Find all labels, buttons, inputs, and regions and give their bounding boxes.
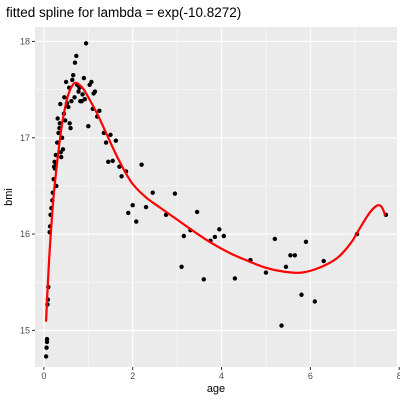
data-point (217, 227, 222, 232)
data-point (263, 270, 269, 275)
data-point (194, 209, 200, 215)
data-point (55, 116, 60, 121)
data-point (113, 138, 119, 143)
data-point (62, 95, 67, 100)
y-axis: 15 16 17 18 (20, 36, 35, 335)
data-point (221, 233, 226, 239)
data-point (103, 140, 109, 145)
data-point (150, 190, 155, 195)
data-point (134, 219, 139, 224)
data-point (43, 354, 49, 359)
y-tick-label: 15 (20, 325, 30, 335)
fitted-spline-line (45, 81, 387, 322)
data-point (69, 98, 74, 104)
data-point (74, 53, 79, 59)
data-point (130, 202, 135, 208)
y-axis-title: bmi (3, 188, 15, 206)
x-tick-label: 2 (130, 371, 135, 381)
data-point (63, 79, 69, 85)
x-tick-label: 0 (41, 371, 46, 381)
x-axis: 0 2 4 6 8 (41, 367, 400, 381)
data-point (181, 233, 186, 239)
data-point (312, 299, 318, 304)
data-point (59, 154, 64, 160)
data-point (67, 121, 72, 126)
x-axis-title: age (207, 383, 225, 395)
data-point (179, 264, 184, 270)
data-point (60, 147, 66, 152)
x-tick-label: 6 (308, 371, 313, 381)
data-point (283, 264, 289, 270)
data-point (68, 125, 73, 131)
data-point (72, 60, 78, 65)
data-point (288, 253, 293, 258)
data-point (44, 336, 50, 342)
data-point (201, 277, 206, 282)
data-point (83, 41, 89, 46)
y-tick-label: 17 (20, 133, 30, 143)
data-point (86, 124, 91, 129)
data-point (143, 204, 149, 210)
data-point (321, 258, 326, 264)
data-point (126, 210, 131, 216)
data-point (106, 159, 111, 165)
x-tick-label: 8 (397, 371, 400, 381)
data-point (232, 276, 238, 281)
data-point (58, 101, 63, 107)
data-point (108, 132, 113, 138)
data-point (82, 97, 87, 102)
chart-title: fitted spline for lambda = exp(-10.8272) (6, 5, 241, 20)
y-tick-label: 16 (20, 229, 30, 239)
data-point (72, 95, 77, 100)
data-point (62, 118, 68, 123)
x-tick-label: 4 (219, 371, 224, 381)
data-point (303, 239, 309, 244)
data-point (299, 292, 304, 297)
plot-panel (35, 27, 397, 367)
data-point (70, 77, 75, 83)
major-grid (35, 27, 400, 367)
data-point (80, 92, 85, 97)
data-point (44, 345, 49, 350)
data-point (92, 89, 98, 94)
data-point (279, 323, 284, 328)
data-point (66, 104, 71, 110)
data-point (71, 72, 76, 78)
data-point (272, 236, 278, 242)
data-point (172, 191, 178, 196)
data-point (139, 162, 144, 167)
data-point (292, 253, 298, 258)
data-point (212, 234, 218, 240)
data-point (89, 79, 94, 85)
data-point (76, 89, 81, 94)
y-tick-label: 18 (20, 36, 30, 46)
data-point (119, 174, 124, 179)
data-point (110, 158, 115, 164)
data-point (81, 75, 87, 81)
data-point (97, 108, 102, 114)
